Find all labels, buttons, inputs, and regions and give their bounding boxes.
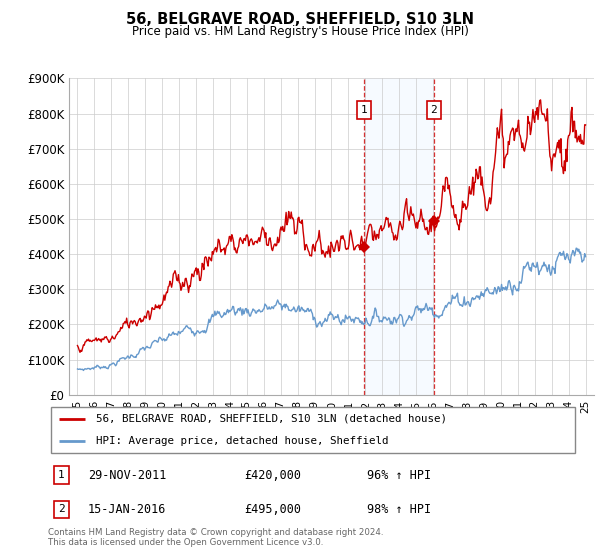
Text: Contains HM Land Registry data © Crown copyright and database right 2024.
This d: Contains HM Land Registry data © Crown c… <box>48 528 383 547</box>
Text: 1: 1 <box>361 105 367 115</box>
Text: HPI: Average price, detached house, Sheffield: HPI: Average price, detached house, Shef… <box>96 436 388 446</box>
Text: 29-NOV-2011: 29-NOV-2011 <box>88 469 166 482</box>
Text: £420,000: £420,000 <box>244 469 301 482</box>
Text: Price paid vs. HM Land Registry's House Price Index (HPI): Price paid vs. HM Land Registry's House … <box>131 25 469 38</box>
FancyBboxPatch shape <box>50 408 575 452</box>
Text: 2: 2 <box>58 505 65 515</box>
Text: 96% ↑ HPI: 96% ↑ HPI <box>367 469 431 482</box>
Text: 56, BELGRAVE ROAD, SHEFFIELD, S10 3LN: 56, BELGRAVE ROAD, SHEFFIELD, S10 3LN <box>126 12 474 27</box>
Text: 56, BELGRAVE ROAD, SHEFFIELD, S10 3LN (detached house): 56, BELGRAVE ROAD, SHEFFIELD, S10 3LN (d… <box>96 414 447 424</box>
Text: 98% ↑ HPI: 98% ↑ HPI <box>367 503 431 516</box>
Text: 2: 2 <box>430 105 437 115</box>
Text: 1: 1 <box>58 470 65 480</box>
Bar <box>364 78 434 395</box>
Text: £495,000: £495,000 <box>244 503 301 516</box>
Text: 15-JAN-2016: 15-JAN-2016 <box>88 503 166 516</box>
